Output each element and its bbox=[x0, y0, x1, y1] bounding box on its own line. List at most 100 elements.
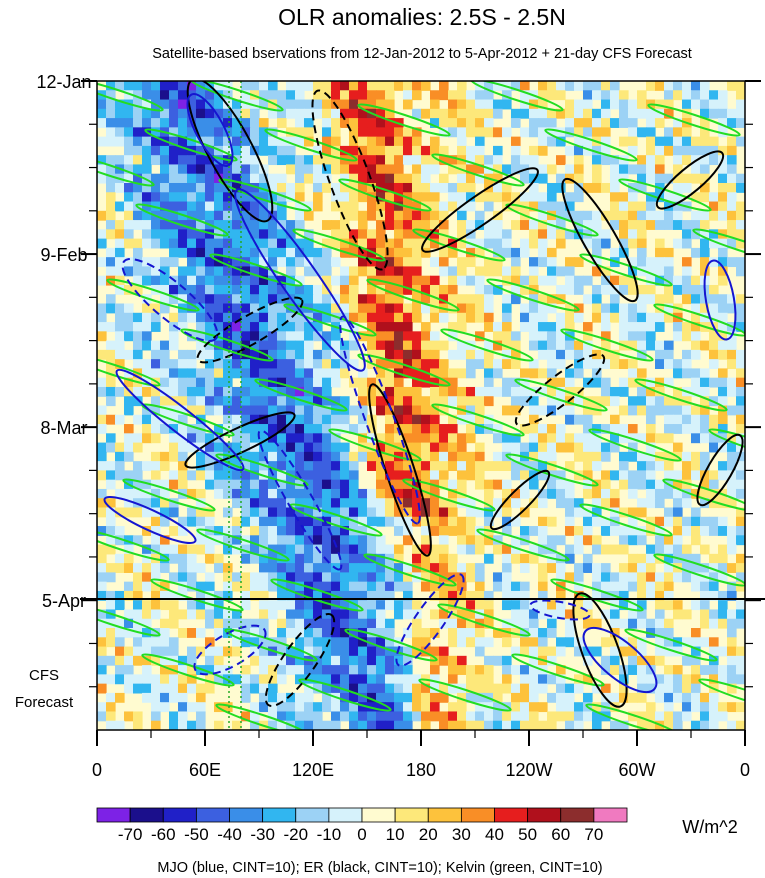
olr-cell bbox=[502, 127, 512, 138]
olr-cell bbox=[349, 535, 359, 546]
olr-cell bbox=[601, 581, 611, 592]
olr-cell bbox=[547, 609, 557, 620]
olr-cell bbox=[286, 90, 296, 101]
olr-cell bbox=[313, 479, 323, 490]
olr-cell bbox=[493, 284, 503, 295]
olr-cell bbox=[718, 442, 728, 453]
olr-cell bbox=[349, 81, 359, 91]
olr-cell bbox=[646, 590, 656, 601]
olr-cell bbox=[421, 322, 431, 332]
olr-cell bbox=[421, 720, 431, 730]
olr-cell bbox=[583, 563, 593, 573]
olr-cell bbox=[655, 628, 665, 638]
chart-title: OLR anomalies: 2.5S - 2.5N bbox=[278, 4, 566, 30]
olr-cell bbox=[340, 424, 350, 434]
olr-cell bbox=[214, 377, 224, 388]
olr-cell bbox=[97, 581, 107, 592]
olr-cell bbox=[601, 108, 611, 119]
olr-cell bbox=[277, 535, 287, 546]
olr-cell bbox=[313, 424, 323, 434]
olr-cell bbox=[106, 164, 116, 175]
olr-cell bbox=[709, 155, 719, 166]
olr-cell bbox=[376, 99, 386, 110]
olr-cell bbox=[718, 590, 728, 601]
olr-cell bbox=[430, 220, 440, 230]
olr-cell bbox=[556, 359, 566, 370]
olr-cell bbox=[232, 646, 242, 657]
olr-cell bbox=[124, 127, 134, 138]
olr-cell bbox=[187, 220, 197, 230]
olr-cell bbox=[439, 609, 449, 620]
olr-cell bbox=[637, 451, 647, 462]
olr-cell bbox=[493, 145, 503, 156]
olr-cell bbox=[367, 711, 377, 722]
olr-cell bbox=[637, 433, 647, 444]
olr-cell bbox=[304, 609, 314, 620]
olr-cell bbox=[295, 720, 305, 730]
olr-cell bbox=[664, 284, 674, 295]
olr-cell bbox=[538, 238, 548, 249]
olr-cell bbox=[259, 451, 269, 462]
olr-cell bbox=[241, 692, 251, 703]
olr-cell bbox=[214, 220, 224, 230]
olr-cell bbox=[664, 359, 674, 370]
olr-cell bbox=[502, 386, 512, 397]
olr-cell bbox=[331, 331, 341, 342]
olr-cell bbox=[178, 470, 188, 481]
olr-cell bbox=[727, 665, 737, 675]
olr-cell bbox=[133, 461, 143, 471]
olr-cell bbox=[520, 637, 530, 648]
olr-cell bbox=[682, 284, 692, 295]
olr-cell bbox=[412, 507, 422, 518]
olr-cell bbox=[223, 414, 233, 425]
olr-cell bbox=[403, 572, 413, 583]
olr-cell bbox=[322, 331, 332, 342]
olr-cell bbox=[106, 127, 116, 138]
olr-cell bbox=[340, 674, 350, 685]
olr-cell bbox=[412, 479, 422, 490]
olr-cell bbox=[637, 220, 647, 230]
olr-cell bbox=[583, 451, 593, 462]
olr-cell bbox=[358, 600, 368, 611]
olr-cell bbox=[340, 108, 350, 119]
olr-cell bbox=[538, 331, 548, 342]
olr-cell bbox=[187, 182, 197, 193]
y-tick-label: 9-Feb bbox=[40, 245, 87, 265]
olr-cell bbox=[304, 377, 314, 388]
olr-cell bbox=[97, 451, 107, 462]
olr-cell bbox=[331, 711, 341, 722]
olr-cell bbox=[178, 312, 188, 323]
olr-cell bbox=[628, 359, 638, 370]
olr-cell bbox=[187, 247, 197, 258]
olr-cell bbox=[511, 266, 521, 277]
olr-cell bbox=[214, 535, 224, 546]
olr-cell bbox=[376, 516, 386, 527]
olr-cell bbox=[322, 600, 332, 611]
olr-cell bbox=[259, 600, 269, 611]
olr-cell bbox=[367, 340, 377, 351]
olr-cell bbox=[250, 526, 260, 536]
olr-cell bbox=[385, 238, 395, 249]
olr-cell bbox=[187, 359, 197, 370]
olr-cell bbox=[151, 322, 161, 332]
olr-cell bbox=[241, 294, 251, 305]
olr-cell bbox=[97, 238, 107, 249]
olr-cell bbox=[475, 711, 485, 722]
olr-cell bbox=[493, 386, 503, 397]
olr-cell bbox=[142, 526, 152, 536]
olr-cell bbox=[133, 359, 143, 370]
olr-cell bbox=[430, 674, 440, 685]
olr-cell bbox=[295, 516, 305, 527]
olr-cell bbox=[682, 173, 692, 184]
olr-cell bbox=[106, 544, 116, 555]
olr-cell bbox=[151, 90, 161, 101]
olr-cell bbox=[628, 655, 638, 666]
olr-cell bbox=[457, 312, 467, 323]
olr-cell bbox=[403, 81, 413, 91]
olr-cell bbox=[412, 136, 422, 147]
olr-cell bbox=[277, 516, 287, 527]
olr-cell bbox=[565, 461, 575, 471]
olr-cell bbox=[268, 637, 278, 648]
olr-cell bbox=[349, 359, 359, 370]
olr-cell bbox=[466, 516, 476, 527]
